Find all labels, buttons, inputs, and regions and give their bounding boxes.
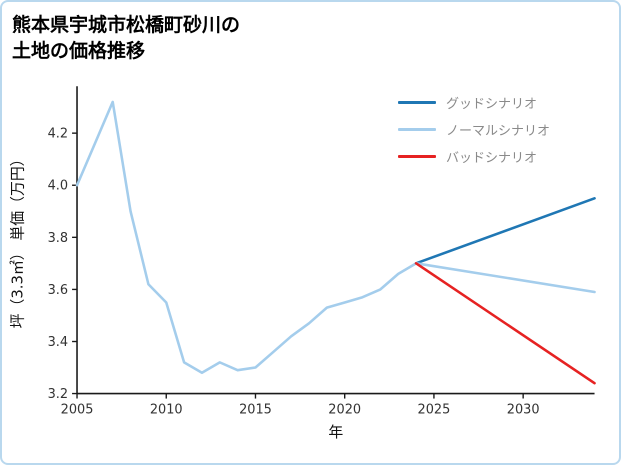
svg-text:2020: 2020 [328,402,361,417]
svg-text:2015: 2015 [239,402,272,417]
legend-label-bad-scenario: バッドシナリオ [446,151,538,166]
svg-text:4.2: 4.2 [48,127,68,142]
svg-text:2005: 2005 [61,402,94,417]
legend-line-bad-scenario [398,155,436,158]
svg-text:2010: 2010 [150,402,183,417]
legend-item-bad-scenario: バッドシナリオ [398,148,550,166]
chart-legend: グッドシナリオ ノーマルシナリオ バッドシナリオ [398,94,551,166]
legend-line-normal-scenario [398,128,436,131]
legend-item-good-scenario: グッドシナリオ [398,94,550,112]
svg-text:2030: 2030 [507,402,540,417]
svg-text:3.4: 3.4 [48,335,68,350]
svg-text:3.8: 3.8 [48,231,68,246]
svg-text:2025: 2025 [418,402,451,417]
legend-label-good-scenario: グッドシナリオ [446,97,538,112]
page-title: 熊本県宇城市松橋町砂川の 土地の価格推移 [12,13,240,64]
svg-text:3.2: 3.2 [48,387,68,402]
svg-text:3.6: 3.6 [48,283,68,298]
page-title-line1: 熊本県宇城市松橋町砂川の [12,14,241,36]
legend-label-normal-scenario: ノーマルシナリオ [446,124,551,139]
legend-line-good-scenario [398,101,436,104]
svg-text:坪（3.3㎡） 単価（万円）: 坪（3.3㎡） 単価（万円） [8,151,26,328]
page-title-line2: 土地の価格推移 [12,39,146,62]
svg-text:年: 年 [328,423,343,441]
legend-item-normal-scenario: ノーマルシナリオ [398,121,551,139]
svg-text:4.0: 4.0 [48,179,68,194]
